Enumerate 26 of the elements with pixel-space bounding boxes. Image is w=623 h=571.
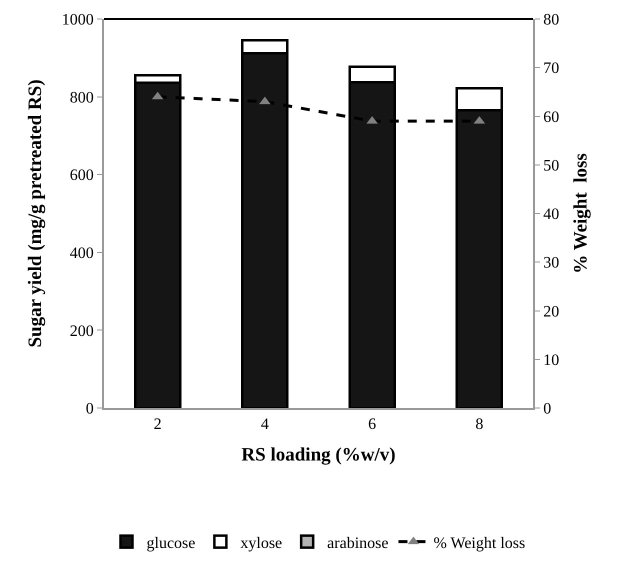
legend-label: % Weight loss [433, 534, 526, 552]
y2-axis-title: % Weight loss [570, 153, 592, 274]
x-tick-label: 6 [368, 416, 376, 434]
legend-label: xylose [240, 534, 282, 552]
x-tick-label: 4 [260, 416, 269, 434]
y2-tick-label: 70 [543, 60, 560, 78]
x-tick-label: 2 [154, 416, 162, 434]
y-axis-title: Sugar yield (mg/g pretreated RS) [25, 79, 46, 348]
y-tick-label: 1000 [62, 12, 94, 29]
y-tick-label: 800 [70, 89, 94, 106]
y2-tick-label: 30 [543, 254, 560, 272]
legend-label: glucose [146, 534, 196, 552]
y2-tick-label: 40 [543, 206, 560, 224]
y2-tick-label: 20 [543, 303, 560, 320]
y2-tick-label: 10 [543, 352, 560, 369]
y-tick-label: 200 [70, 322, 94, 340]
y2-tick-label: 80 [543, 12, 560, 29]
y-tick-label: 600 [70, 167, 94, 184]
legend-label: arabinose [327, 534, 388, 552]
y-tick-label: 400 [70, 245, 94, 262]
y2-tick-label: 50 [543, 157, 560, 174]
y2-tick-label: 0 [543, 400, 552, 418]
y-tick-label: 0 [86, 400, 94, 418]
x-axis-title: RS loading (%w/v) [241, 444, 396, 466]
y2-tick-label: 60 [543, 108, 560, 126]
x-tick-label: 8 [475, 416, 484, 434]
